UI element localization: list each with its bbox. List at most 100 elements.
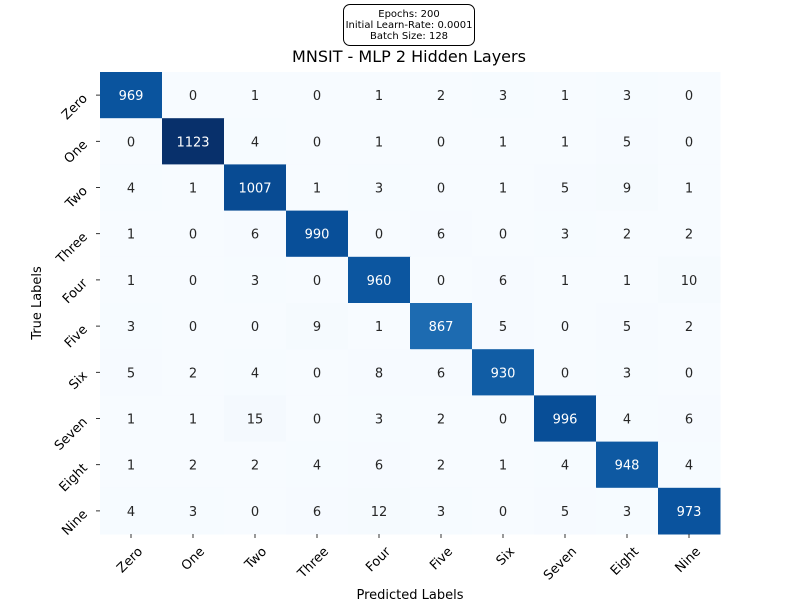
cell-4-6 [472,256,535,304]
cell-label-1-2: 4 [251,135,259,150]
cell-label-1-9: 0 [685,135,693,150]
cell-9-1 [162,487,225,535]
cell-1-2 [224,118,287,165]
cell-5-9 [658,303,721,350]
cell-label-4-5: 0 [437,274,445,289]
cell-label-4-1: 0 [189,274,197,289]
cell-9-8 [596,487,659,535]
cell-label-4-9: 10 [681,274,698,289]
training-info-box: Epochs: 200 Initial Learn-Rate: 0.0001 B… [343,4,475,46]
cell-label-2-5: 0 [437,182,445,197]
cell-label-6-5: 6 [437,366,445,381]
cell-label-3-6: 0 [499,228,507,243]
cell-label-4-6: 6 [499,274,507,289]
cell-8-3 [286,441,349,489]
cell-label-0-0: 969 [119,89,144,104]
cell-label-0-6: 3 [499,89,507,104]
cell-label-2-4: 3 [375,182,383,197]
cell-label-3-8: 2 [623,228,631,243]
cell-3-2 [224,210,287,258]
cell-8-8 [596,441,659,489]
cell-label-5-2: 0 [251,320,259,335]
cell-label-6-1: 2 [189,366,197,381]
cell-9-0 [100,487,163,535]
cell-4-9 [658,256,721,304]
cell-label-0-7: 1 [561,89,569,104]
cell-1-8 [596,118,659,165]
cell-label-3-3: 990 [305,228,330,243]
cell-label-7-2: 15 [247,413,264,428]
cell-label-9-4: 12 [371,505,388,520]
cell-label-3-9: 2 [685,228,693,243]
cell-9-9 [658,487,721,535]
cell-5-3 [286,303,349,350]
cell-0-5 [410,72,473,119]
y-axis-label: True Labels [30,266,45,341]
cell-9-5 [410,487,473,535]
y-tick-label-3: Three [53,230,91,268]
cell-label-9-6: 0 [499,505,507,520]
cell-4-0 [100,256,163,304]
cell-1-6 [472,118,535,165]
cell-label-4-3: 0 [313,274,321,289]
cell-label-8-2: 2 [251,459,259,474]
cell-label-0-9: 0 [685,89,693,104]
cell-label-9-5: 3 [437,505,445,520]
cell-label-1-4: 1 [375,135,383,150]
cell-5-5 [410,303,473,350]
cell-label-5-7: 0 [561,320,569,335]
cell-label-2-0: 4 [127,182,135,197]
cell-9-3 [286,487,349,535]
cell-6-8 [596,349,659,396]
cell-label-9-0: 4 [127,505,135,520]
cell-9-7 [534,487,597,535]
cell-label-7-5: 2 [437,413,445,428]
chart-title: MNSIT - MLP 2 Hidden Layers [292,47,526,66]
cell-9-4 [348,487,411,535]
cell-label-2-8: 9 [623,182,631,197]
cell-2-3 [286,164,349,212]
cell-label-5-8: 5 [623,320,631,335]
cell-label-0-8: 3 [623,89,631,104]
cell-label-7-4: 3 [375,413,383,428]
cell-label-8-4: 6 [375,459,383,474]
cell-label-6-6: 930 [491,366,516,381]
cell-0-9 [658,72,721,119]
y-tick-label-2: Two [62,184,91,213]
cell-7-8 [596,395,659,443]
cell-0-3 [286,72,349,119]
x-tick-label-4: Four [363,544,394,575]
cell-8-9 [658,441,721,489]
cell-0-6 [472,72,535,119]
x-tick-label-9: Nine [673,544,705,576]
cell-label-4-7: 1 [561,274,569,289]
cell-5-0 [100,303,163,350]
cell-label-0-3: 0 [313,89,321,104]
cell-8-6 [472,441,535,489]
y-tick-label-9: Nine [59,507,91,539]
heatmap-cells [100,72,721,535]
cell-label-8-1: 2 [189,459,197,474]
cell-7-5 [410,395,473,443]
cell-label-9-1: 3 [189,505,197,520]
cell-label-1-8: 5 [623,135,631,150]
cell-6-5 [410,349,473,396]
cell-label-5-0: 3 [127,320,135,335]
heatmap-cell-labels: 969 0 1 0 1 2 3 1 3 00 1123 4 0 1 0 1 1 5 04 1 1007 1 3 0 1 5 9 11 0… [119,89,702,520]
cell-label-8-9: 4 [685,459,693,474]
cell-label-0-5: 2 [437,89,445,104]
cell-label-8-0: 1 [127,459,135,474]
cell-4-3 [286,256,349,304]
cell-7-7 [534,395,597,443]
cell-1-1 [162,118,225,165]
cell-1-4 [348,118,411,165]
cell-5-2 [224,303,287,350]
cell-label-7-6: 0 [499,413,507,428]
cell-1-0 [100,118,163,165]
cell-6-7 [534,349,597,396]
cell-6-4 [348,349,411,396]
x-tick-label-5: Five [427,544,456,573]
cell-label-2-3: 1 [313,182,321,197]
cell-label-7-9: 6 [685,413,693,428]
cell-0-0 [100,72,163,119]
